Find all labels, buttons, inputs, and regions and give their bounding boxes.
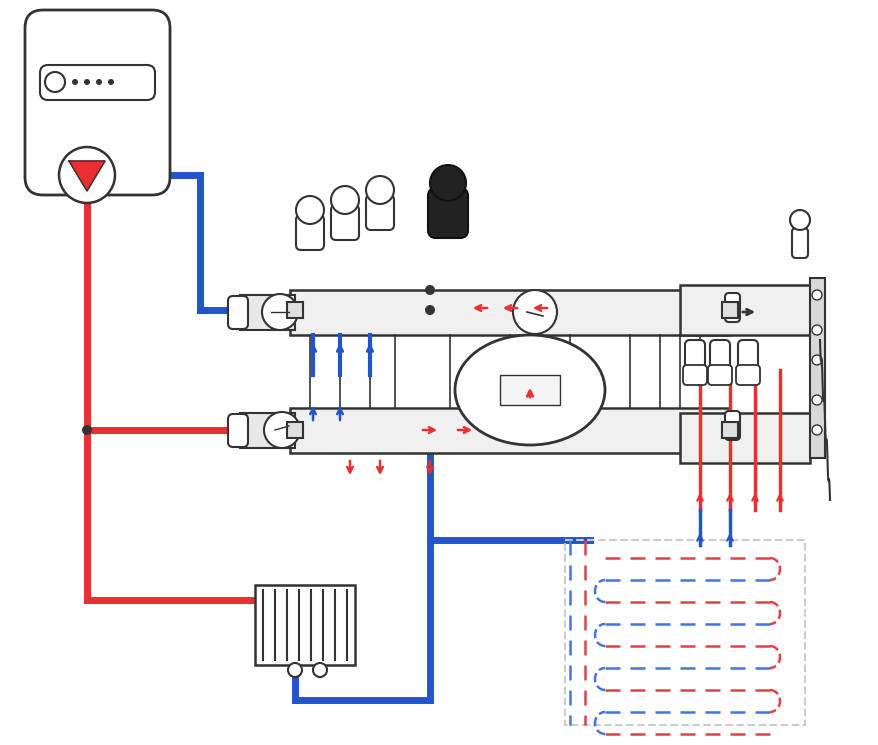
FancyBboxPatch shape <box>738 340 757 375</box>
Circle shape <box>811 425 821 435</box>
FancyBboxPatch shape <box>25 10 169 195</box>
FancyBboxPatch shape <box>707 365 731 385</box>
FancyBboxPatch shape <box>684 340 704 375</box>
Bar <box>565 540 804 725</box>
FancyBboxPatch shape <box>428 188 467 238</box>
Bar <box>500 375 559 405</box>
Circle shape <box>331 186 358 214</box>
Bar <box>680 413 810 463</box>
FancyBboxPatch shape <box>724 293 739 322</box>
Bar <box>680 285 810 335</box>
FancyBboxPatch shape <box>791 228 807 258</box>
FancyBboxPatch shape <box>735 365 759 385</box>
Bar <box>290 408 729 453</box>
Bar <box>240 295 295 330</box>
FancyBboxPatch shape <box>296 215 324 250</box>
Circle shape <box>811 395 821 405</box>
Circle shape <box>296 196 324 224</box>
Circle shape <box>811 355 821 365</box>
FancyBboxPatch shape <box>365 195 393 230</box>
Circle shape <box>84 79 90 85</box>
Bar <box>240 413 295 448</box>
Circle shape <box>429 165 465 201</box>
FancyBboxPatch shape <box>227 296 248 329</box>
Circle shape <box>513 290 557 334</box>
FancyBboxPatch shape <box>227 414 248 447</box>
Circle shape <box>425 305 435 315</box>
Circle shape <box>45 72 65 92</box>
Bar <box>290 290 729 335</box>
Polygon shape <box>68 161 104 191</box>
Bar <box>721 302 738 318</box>
FancyBboxPatch shape <box>724 411 739 440</box>
Circle shape <box>108 79 114 85</box>
Circle shape <box>263 412 299 448</box>
FancyBboxPatch shape <box>709 340 729 375</box>
FancyBboxPatch shape <box>40 65 155 100</box>
Circle shape <box>59 147 115 203</box>
Circle shape <box>365 176 393 204</box>
Circle shape <box>288 663 302 677</box>
Circle shape <box>82 425 92 435</box>
Circle shape <box>811 325 821 335</box>
Bar <box>721 422 738 438</box>
Circle shape <box>262 294 298 330</box>
Circle shape <box>96 79 102 85</box>
Bar <box>287 302 303 318</box>
FancyBboxPatch shape <box>682 365 706 385</box>
FancyBboxPatch shape <box>331 205 358 240</box>
Ellipse shape <box>455 335 604 445</box>
Circle shape <box>811 290 821 300</box>
Circle shape <box>72 79 78 85</box>
Circle shape <box>789 210 810 230</box>
Bar <box>810 278 824 458</box>
Circle shape <box>313 663 327 677</box>
Bar <box>255 585 355 665</box>
Circle shape <box>425 285 435 295</box>
Bar <box>287 422 303 438</box>
